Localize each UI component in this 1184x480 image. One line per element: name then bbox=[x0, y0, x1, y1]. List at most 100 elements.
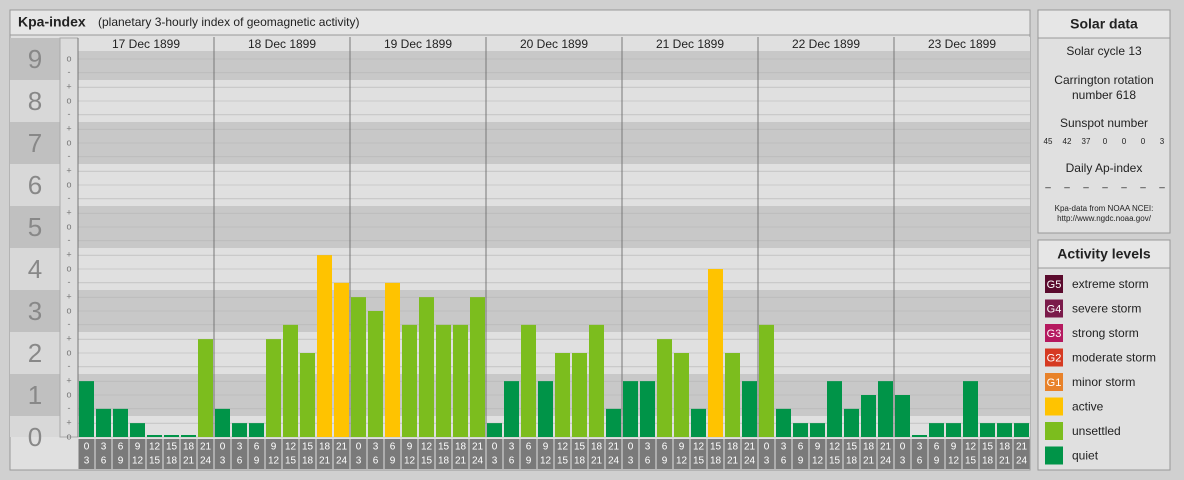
bar bbox=[521, 324, 536, 437]
sunspot-value: 3 bbox=[1160, 137, 1165, 146]
hour-box bbox=[571, 439, 588, 469]
bar bbox=[436, 324, 451, 437]
hour-box bbox=[129, 439, 146, 469]
bar bbox=[555, 353, 570, 437]
hour-label: 12 bbox=[404, 456, 416, 467]
hour-label: 0 bbox=[764, 442, 770, 453]
label-band bbox=[10, 290, 60, 332]
bar bbox=[385, 282, 400, 437]
hour-box bbox=[775, 439, 792, 469]
minor-tick-label: - bbox=[68, 277, 71, 287]
bar bbox=[215, 408, 230, 437]
ap-label: Daily Ap-index bbox=[1066, 161, 1143, 175]
minor-tick-label: o bbox=[66, 347, 71, 357]
hour-label: 3 bbox=[220, 456, 226, 467]
bar bbox=[572, 353, 587, 437]
hour-box bbox=[979, 439, 996, 469]
bar bbox=[538, 381, 553, 437]
hour-label: 3 bbox=[645, 442, 651, 453]
bar bbox=[130, 423, 145, 437]
hour-box bbox=[605, 439, 622, 469]
hour-box bbox=[741, 439, 758, 469]
levels-title: Activity levels bbox=[1057, 246, 1151, 262]
hour-box bbox=[707, 439, 724, 469]
hour-label: 9 bbox=[407, 442, 413, 453]
y-tick-label: 9 bbox=[28, 44, 42, 74]
bar bbox=[861, 395, 876, 437]
source: http://www.ngdc.noaa.gov/ bbox=[1057, 214, 1152, 223]
hour-box bbox=[962, 439, 979, 469]
hour-label: 21 bbox=[336, 442, 348, 453]
legend-label: unsettled bbox=[1072, 424, 1121, 438]
hour-label: 12 bbox=[948, 456, 960, 467]
hour-box bbox=[486, 439, 503, 469]
hour-label: 12 bbox=[132, 456, 144, 467]
minor-tick-label: o bbox=[66, 53, 71, 63]
minor-tick-label: + bbox=[66, 166, 71, 176]
hour-label: 24 bbox=[472, 456, 484, 467]
chart-title: Kpa-index bbox=[18, 14, 86, 30]
legend-swatch bbox=[1045, 446, 1063, 465]
hour-label: 15 bbox=[710, 442, 722, 453]
minor-tick-label: - bbox=[68, 403, 71, 413]
sunspot-value: 42 bbox=[1063, 137, 1072, 146]
minor-tick-label: - bbox=[68, 319, 71, 329]
hour-label: 15 bbox=[438, 442, 450, 453]
hour-label: 6 bbox=[662, 442, 668, 453]
hour-label: 6 bbox=[526, 442, 532, 453]
hour-label: 3 bbox=[237, 442, 243, 453]
hour-label: 0 bbox=[356, 442, 362, 453]
bar bbox=[164, 435, 179, 437]
minor-tick-label: - bbox=[68, 193, 71, 203]
hour-box bbox=[656, 439, 673, 469]
hour-label: 3 bbox=[509, 442, 515, 453]
minor-tick-label: - bbox=[68, 151, 71, 161]
hour-label: 21 bbox=[319, 456, 331, 467]
hour-label: 9 bbox=[135, 442, 141, 453]
hour-box bbox=[639, 439, 656, 469]
bar bbox=[963, 381, 978, 437]
hour-label: 6 bbox=[934, 442, 940, 453]
label-band bbox=[10, 122, 60, 164]
hour-label: 21 bbox=[880, 442, 892, 453]
label-band bbox=[10, 80, 60, 122]
band bbox=[78, 416, 1030, 437]
solar-header bbox=[1037, 9, 1171, 39]
minor-tick-label: o bbox=[66, 263, 71, 273]
hour-label: 18 bbox=[727, 442, 739, 453]
hour-box bbox=[860, 439, 877, 469]
hour-label: 15 bbox=[982, 442, 994, 453]
hour-box bbox=[503, 439, 520, 469]
bar bbox=[691, 408, 706, 437]
solar-cycle: Solar cycle 13 bbox=[1066, 44, 1142, 58]
hour-box bbox=[537, 439, 554, 469]
levels-header bbox=[1037, 239, 1171, 269]
ap-value: – bbox=[1102, 183, 1108, 194]
hour-label: 24 bbox=[744, 456, 756, 467]
hour-label: 15 bbox=[421, 456, 433, 467]
ap-value: – bbox=[1121, 183, 1127, 194]
bar bbox=[147, 435, 162, 437]
hour-label: 18 bbox=[863, 442, 875, 453]
y-tick-label: 8 bbox=[28, 86, 42, 116]
bar bbox=[980, 423, 995, 437]
hour-box bbox=[231, 439, 248, 469]
solar-title: Solar data bbox=[1070, 16, 1138, 32]
hour-box bbox=[316, 439, 333, 469]
hour-label: 15 bbox=[285, 456, 297, 467]
hour-box bbox=[384, 439, 401, 469]
hour-label: 21 bbox=[1016, 442, 1028, 453]
minor-tick-label: + bbox=[66, 208, 71, 218]
bar bbox=[334, 282, 349, 437]
hour-box bbox=[622, 439, 639, 469]
hour-label: 18 bbox=[846, 456, 858, 467]
bar bbox=[504, 381, 519, 437]
sunspot-value: 37 bbox=[1082, 137, 1091, 146]
title-bar bbox=[9, 9, 1031, 36]
hour-label: 18 bbox=[982, 456, 994, 467]
bar bbox=[181, 435, 196, 437]
hour-label: 21 bbox=[744, 442, 756, 453]
minor-tick-label: + bbox=[66, 292, 71, 302]
label-band bbox=[10, 206, 60, 248]
bar bbox=[368, 311, 383, 437]
